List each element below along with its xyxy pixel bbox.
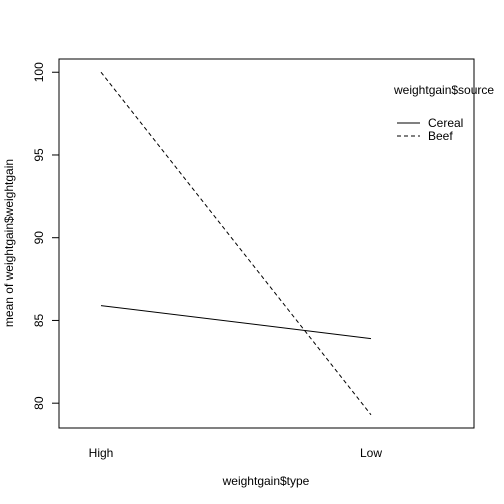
legend-cereal-label: Cereal	[428, 116, 463, 130]
plot-frame	[58, 58, 475, 429]
y-tick-label: 80	[32, 396, 46, 410]
x-axis: High Low	[89, 446, 383, 460]
legend-beef-label: Beef	[428, 129, 453, 143]
x-tick-label: Low	[360, 446, 382, 460]
y-axis-label: mean of weightgain$weightgain	[2, 159, 16, 327]
y-tick-label: 90	[32, 231, 46, 245]
series-lines	[100, 71, 372, 416]
x-axis-label: weightgain$type	[222, 474, 310, 488]
x-tick-label: High	[89, 446, 114, 460]
legend: weightgain$source Cereal Beef	[393, 83, 494, 143]
y-tick-label: 95	[32, 148, 46, 162]
y-axis: 80 85 90 95 100	[32, 62, 60, 410]
y-tick-label: 85	[32, 313, 46, 327]
y-tick-label: 100	[32, 62, 46, 82]
legend-title: weightgain$source	[393, 83, 494, 97]
series-line-beef	[100, 71, 372, 416]
series-line-cereal	[100, 305, 372, 340]
